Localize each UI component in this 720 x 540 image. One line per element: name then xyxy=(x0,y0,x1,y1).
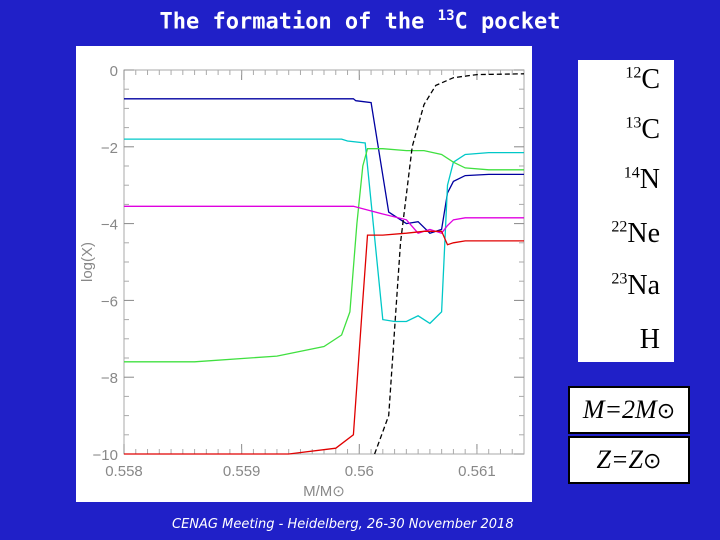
x-tick-label: 0.56 xyxy=(345,463,374,480)
y-tick-label: 0 xyxy=(110,63,118,80)
y-tick-label: −10 xyxy=(93,447,118,464)
y-tick-label: −2 xyxy=(101,140,118,157)
slide-title: The formation of the 13C pocket xyxy=(0,8,720,34)
legend-item-23na: 23Na xyxy=(578,270,660,302)
title-suffix: pocket xyxy=(467,9,561,35)
legend-item-22ne: 22Ne xyxy=(578,218,660,250)
y-tick-label: −6 xyxy=(101,293,118,310)
legend-symbol: Na xyxy=(627,270,660,301)
x-tick-label: 0.559 xyxy=(223,463,261,480)
legend-symbol: N xyxy=(639,164,660,195)
legend-symbol: H xyxy=(639,324,660,355)
sun-symbol-icon: ⊙ xyxy=(656,398,676,423)
title-prefix: The formation of the xyxy=(159,9,438,35)
series-line-22ne xyxy=(124,205,524,234)
series-line-13c xyxy=(124,138,524,325)
plot-frame xyxy=(123,69,525,455)
title-isotope-mass: 13 xyxy=(437,8,455,24)
legend-mass: 14 xyxy=(623,164,640,182)
legend-symbol: C xyxy=(641,64,660,95)
legend-mass: 12 xyxy=(625,64,642,82)
x-axis-label: M/M⊙ xyxy=(303,483,345,500)
legend-item-13c: 13C xyxy=(578,114,660,146)
legend-symbol: Ne xyxy=(627,218,660,249)
legend-item-12c: 12C xyxy=(578,64,660,96)
x-tick-label: 0.558 xyxy=(105,463,143,480)
series-line-h xyxy=(373,73,525,455)
y-tick-label: −4 xyxy=(101,217,118,234)
x-tick-label: 0.561 xyxy=(458,463,496,480)
plot-panel: 0 −2 −4 −6 −8 −10 0.558 0.559 0.56 0.561 M/M⊙ log(X… xyxy=(76,46,532,502)
abundance-plot: 0 −2 −4 −6 −8 −100.558 0.559 0.56 0.561 M/M⊙ log(X… xyxy=(79,63,525,500)
legend-mass: 22 xyxy=(611,218,628,236)
legend-item-14n: 14N xyxy=(578,164,660,196)
legend-item-h: H xyxy=(578,324,660,356)
mass-label: M=2M xyxy=(582,395,657,424)
legend-mass: 13 xyxy=(625,114,642,132)
legend-symbol: C xyxy=(641,114,660,145)
stellar-mass-box: M=2M⊙ xyxy=(568,386,690,434)
y-axis-label: log(X) xyxy=(79,242,96,282)
metallicity-box: Z=Z⊙ xyxy=(568,436,690,484)
series-line-14n xyxy=(124,148,524,363)
y-tick-label: −8 xyxy=(101,370,118,387)
series-line-12c xyxy=(124,98,524,234)
metallicity-label: Z=Z xyxy=(596,445,644,474)
legend-mass: 23 xyxy=(611,270,628,288)
sun-symbol-icon: ⊙ xyxy=(643,448,662,473)
footer-note: CENAG Meeting - Heidelberg, 26-30 Novemb… xyxy=(172,517,514,532)
title-isotope-symbol: C xyxy=(454,9,468,35)
isotope-legend: 12C 13C 14N 22Ne 23Na H xyxy=(578,60,674,362)
series-line-23na xyxy=(124,230,524,455)
